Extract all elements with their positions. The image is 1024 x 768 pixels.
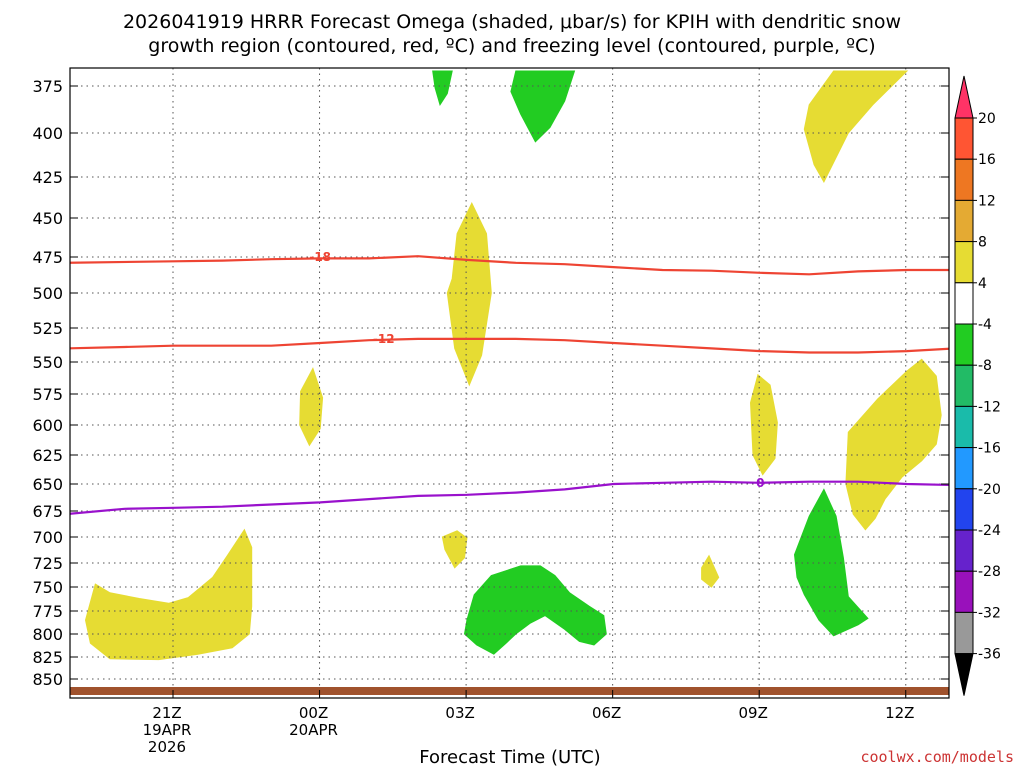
grid-layer [70, 68, 949, 698]
y-tick-label-375: 375 [32, 77, 63, 96]
y-tick-label-650: 650 [32, 475, 63, 494]
colorbar-swatch-3 [954, 199, 974, 243]
x-tick-label-2-2: 20APR [289, 721, 338, 739]
chart-title-line-1: 2026041919 HRRR Forecast Omega (shaded, … [123, 11, 901, 33]
credit-text: coolwx.com/models [860, 748, 1014, 766]
colorbar-swatch-8 [954, 405, 974, 449]
colorbar-swatch-5 [954, 282, 974, 325]
colorbar-swatch-12 [954, 570, 974, 613]
y-axis: 375 400 425 450 475 500 525 550 575 600 625 650 675 7… [32, 77, 949, 689]
y-tick-label-525: 525 [32, 319, 63, 338]
y-tick-label-850: 850 [32, 670, 63, 689]
omega-shade-region-11 [793, 488, 869, 637]
colorbar-label-7: -8 [978, 358, 992, 374]
colorbar-swatch-2 [954, 158, 974, 201]
terrain-band [70, 687, 949, 695]
omega-shade-region-9 [432, 70, 453, 106]
contour-label-layer: -18 -12 0 [309, 250, 764, 490]
colorbar-label-10: -20 [978, 482, 1001, 498]
colorbar-swatch-10 [954, 488, 974, 531]
omega-shade-region-2 [299, 367, 324, 447]
colorbar-label-3: 12 [978, 193, 996, 209]
y-tick-label-425: 425 [32, 168, 63, 187]
contour-layer [70, 255, 949, 515]
y-tick-label-600: 600 [32, 416, 63, 435]
y-tick-label-550: 550 [32, 353, 63, 372]
colorbar-label-13: -32 [978, 605, 1001, 621]
x-tick-label-4-1: 06Z [592, 704, 621, 722]
x-tick-label-2-1: 00Z [299, 704, 328, 722]
colorbar-arrow-bottom [954, 653, 974, 696]
colorbar-label-8: -12 [978, 399, 1001, 415]
colorbar-label-12: -28 [978, 564, 1001, 580]
y-tick-label-450: 450 [32, 209, 63, 228]
x-tick-label-6-1: 12Z [885, 704, 914, 722]
omega-shade-region-10 [510, 70, 576, 143]
colorbar-swatch-7 [954, 364, 974, 407]
x-tick-label-1-1: 21Z [152, 704, 181, 722]
y-tick-label-575: 575 [32, 385, 63, 404]
colorbar-swatch-9 [954, 447, 974, 490]
y-tick-label-400: 400 [32, 124, 63, 143]
colorbar-label-6: -4 [978, 317, 992, 333]
chart-title-line-2: growth region (contoured, red, ºC) and f… [148, 35, 875, 57]
y-tick-label-775: 775 [32, 602, 63, 621]
omega-shade-region-3 [84, 528, 253, 661]
y-tick-label-825: 825 [32, 648, 63, 667]
colorbar-label-14: -36 [978, 647, 1001, 663]
colorbar-label-5: 4 [978, 276, 987, 292]
colorbar-swatch-11 [954, 529, 974, 572]
y-tick-label-475: 475 [32, 248, 63, 267]
y-tick-label-725: 725 [32, 554, 63, 573]
colorbar-swatch-6 [954, 323, 974, 366]
y-tick-label-800: 800 [32, 625, 63, 644]
omega-shade-region-12 [463, 565, 607, 655]
x-tick-label-1-2: 19APR [143, 721, 192, 739]
contour-label--12: -12 [373, 332, 395, 346]
y-tick-label-625: 625 [32, 446, 63, 465]
plot-frame [69, 67, 950, 699]
contour-label--18: -18 [309, 250, 331, 264]
omega-shade-region-8 [845, 358, 942, 531]
y-tick-label-700: 700 [32, 528, 63, 547]
omega-shade-region-7 [803, 70, 909, 183]
contour-line--12 [70, 337, 949, 354]
colorbar-label-4: 8 [978, 235, 987, 251]
omega-shade-region-4 [441, 530, 468, 569]
colorbar-label-1: 20 [978, 111, 996, 127]
x-axis-label: Forecast Time (UTC) [419, 747, 600, 768]
colorbar-arrow-top [954, 75, 974, 119]
y-tick-label-675: 675 [32, 502, 63, 521]
y-tick-label-750: 750 [32, 578, 63, 597]
colorbar-label-11: -24 [978, 523, 1001, 539]
colorbar: 20 16 12 8 4 -4 -8 -12 -16 -20 -24 -28 -32 -36 [954, 75, 1001, 696]
x-tick-label-1-3: 2026 [148, 738, 186, 756]
contour-label-0: 0 [756, 476, 764, 490]
y-tick-label-500: 500 [32, 284, 63, 303]
colorbar-swatch-1 [954, 117, 974, 160]
contour-line-0 [70, 480, 949, 515]
contour-line--18 [70, 255, 949, 276]
omega-shade-region-5 [701, 554, 720, 588]
colorbar-label-9: -16 [978, 441, 1001, 457]
colorbar-swatch-4 [954, 241, 974, 284]
x-tick-label-3-1: 03Z [445, 704, 474, 722]
x-tick-label-5-1: 09Z [739, 704, 768, 722]
colorbar-label-2: 16 [978, 152, 996, 168]
colorbar-swatch-13 [954, 611, 974, 655]
